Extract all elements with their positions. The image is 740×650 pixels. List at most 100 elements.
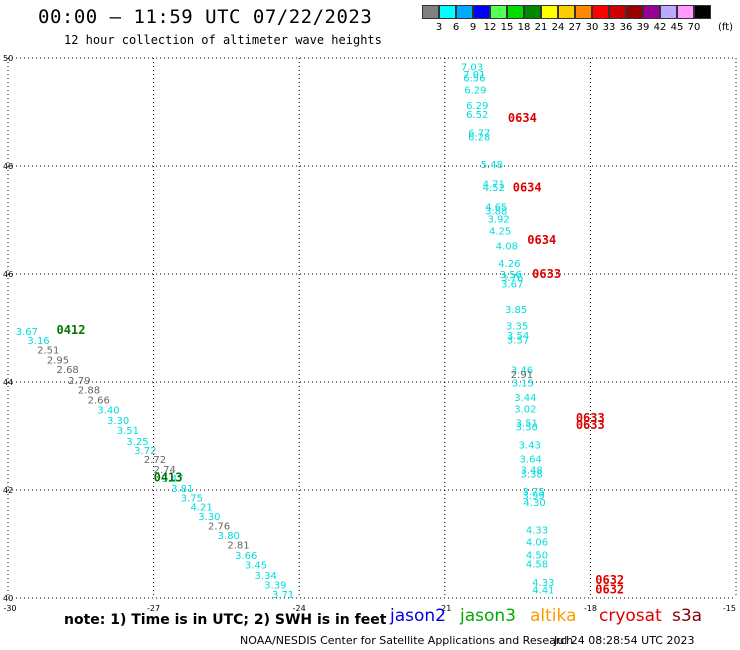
wave-height-label: 3.40: [97, 406, 119, 417]
wave-height-label: 4.41: [532, 585, 554, 596]
wave-height-label: 6.29: [466, 101, 488, 112]
color-scale-label: 27: [568, 22, 582, 33]
wave-height-label: 6.29: [464, 85, 486, 96]
color-scale-cell: [473, 5, 490, 19]
wave-height-label: 2.68: [57, 365, 79, 376]
color-scale-cell: [694, 5, 711, 19]
wave-height-label: 3.30: [198, 512, 220, 523]
color-scale-cell: [541, 5, 558, 19]
pass-time-label: 0413: [154, 471, 183, 485]
wave-height-label: 2.66: [88, 395, 110, 406]
wave-height-label: 4.26: [498, 259, 520, 270]
wave-height-label: 2.72: [144, 455, 166, 466]
wave-height-label: 4.33: [532, 578, 554, 589]
wave-height-label: 3.71: [272, 590, 294, 601]
timestamp-text: Jul 24 08:28:54 UTC 2023: [554, 634, 695, 647]
wave-height-label: 4.50: [526, 550, 548, 561]
wave-height-label: 3.72: [134, 446, 156, 457]
y-tick-label: 50: [3, 54, 13, 63]
x-tick-label: -27: [147, 604, 160, 613]
wave-height-label: 4.21: [190, 503, 212, 514]
color-scale-cell: [507, 5, 524, 19]
wave-height-label: 3.35: [506, 321, 528, 332]
color-scale-label: 18: [517, 22, 531, 33]
wave-height-label: 3.75: [181, 494, 203, 505]
x-tick-label: -15: [723, 604, 736, 613]
color-scale-cell: [558, 5, 575, 19]
wave-height-label: 3.48: [521, 465, 543, 476]
wave-height-label: 4.65: [485, 203, 507, 214]
y-tick-label: 42: [3, 486, 13, 495]
color-scale-cell: [677, 5, 694, 19]
color-scale-label: 9: [469, 22, 477, 33]
wave-height-label: 3.02: [514, 404, 536, 415]
wave-height-label: 3.75: [522, 487, 544, 498]
wave-height-label: 4.71: [483, 179, 505, 190]
color-scale-label: 45: [670, 22, 684, 33]
wave-height-label: 3.67: [16, 327, 38, 338]
color-scale-cell: [660, 5, 677, 19]
wave-height-label: 4.25: [489, 226, 511, 237]
wave-height-label: 2.81: [227, 541, 249, 552]
wave-height-label: 3.99: [522, 491, 544, 502]
x-tick-label: -30: [3, 604, 16, 613]
pass-time-label: 0634: [527, 233, 556, 247]
wave-height-label: 2.76: [208, 522, 230, 533]
wave-height-label: 2.88: [78, 386, 100, 397]
x-tick-label: -24: [293, 604, 306, 613]
x-tick-label: -18: [584, 604, 597, 613]
wave-height-label: 7.03: [461, 63, 483, 74]
wave-height-label: 4.30: [523, 498, 545, 509]
wave-height-label: 3.81: [171, 484, 193, 495]
wave-height-label: 3.25: [126, 437, 148, 448]
y-tick-label: 48: [3, 162, 13, 171]
color-scale-cell: [439, 5, 456, 19]
color-scale-label: 42: [653, 22, 667, 33]
wave-height-label: 3.56: [500, 270, 522, 281]
wave-height-label: 4.52: [483, 183, 505, 194]
y-tick-label: 40: [3, 594, 13, 603]
wave-height-label: 3.15: [512, 379, 534, 390]
y-tick-label: 44: [3, 378, 13, 387]
color-scale-label: 36: [619, 22, 633, 33]
wave-height-label: 3.44: [514, 393, 536, 404]
color-scale-cell: [592, 5, 609, 19]
pass-time-label: 0633: [532, 267, 561, 281]
wave-height-label: 3.51: [516, 419, 538, 430]
wave-height-label: 3.54: [507, 331, 529, 342]
wave-height-label: 3.66: [235, 551, 257, 562]
wave-height-label: 4.08: [496, 241, 518, 252]
wave-height-label: 2.74: [154, 465, 176, 476]
color-scale-label: 24: [551, 22, 565, 33]
legend-jason3: jason3: [460, 606, 516, 626]
wave-height-label: 3.30: [107, 416, 129, 427]
wave-height-label: 3.46: [511, 366, 533, 377]
color-scale-cell: [609, 5, 626, 19]
wave-height-label: 3.67: [501, 280, 523, 291]
color-scale-cell: [524, 5, 541, 19]
wave-height-label: 3.43: [519, 441, 541, 452]
wave-height-label: 3.47: [161, 474, 183, 485]
wave-height-label: 3.45: [245, 561, 267, 572]
wave-height-label: 4.06: [526, 537, 548, 548]
pass-time-label: 0633: [576, 418, 605, 432]
wave-height-label: 6.77: [468, 129, 490, 140]
pass-time-label: 0632: [595, 573, 624, 587]
wave-height-label: 2.91: [511, 370, 533, 381]
wave-height-label: 3.76: [501, 273, 523, 284]
color-scale-cell: [626, 5, 643, 19]
wave-height-label: 3.39: [264, 581, 286, 592]
wave-height-label: 3.38: [521, 469, 543, 480]
note-text: note: 1) Time is in UTC; 2) SWH is in fe…: [64, 612, 387, 628]
legend-jason2: jason2: [390, 606, 446, 626]
color-scale-label: 39: [636, 22, 650, 33]
wave-height-label: 3.57: [507, 335, 529, 346]
wave-height-label: 6.56: [463, 73, 485, 84]
pass-time-label: 0412: [57, 323, 86, 337]
color-scale-unit: (ft): [718, 22, 734, 33]
wave-height-label: 3.51: [117, 426, 139, 437]
wave-height-label: 2.51: [37, 346, 59, 357]
wave-height-label: 4.33: [526, 525, 548, 536]
